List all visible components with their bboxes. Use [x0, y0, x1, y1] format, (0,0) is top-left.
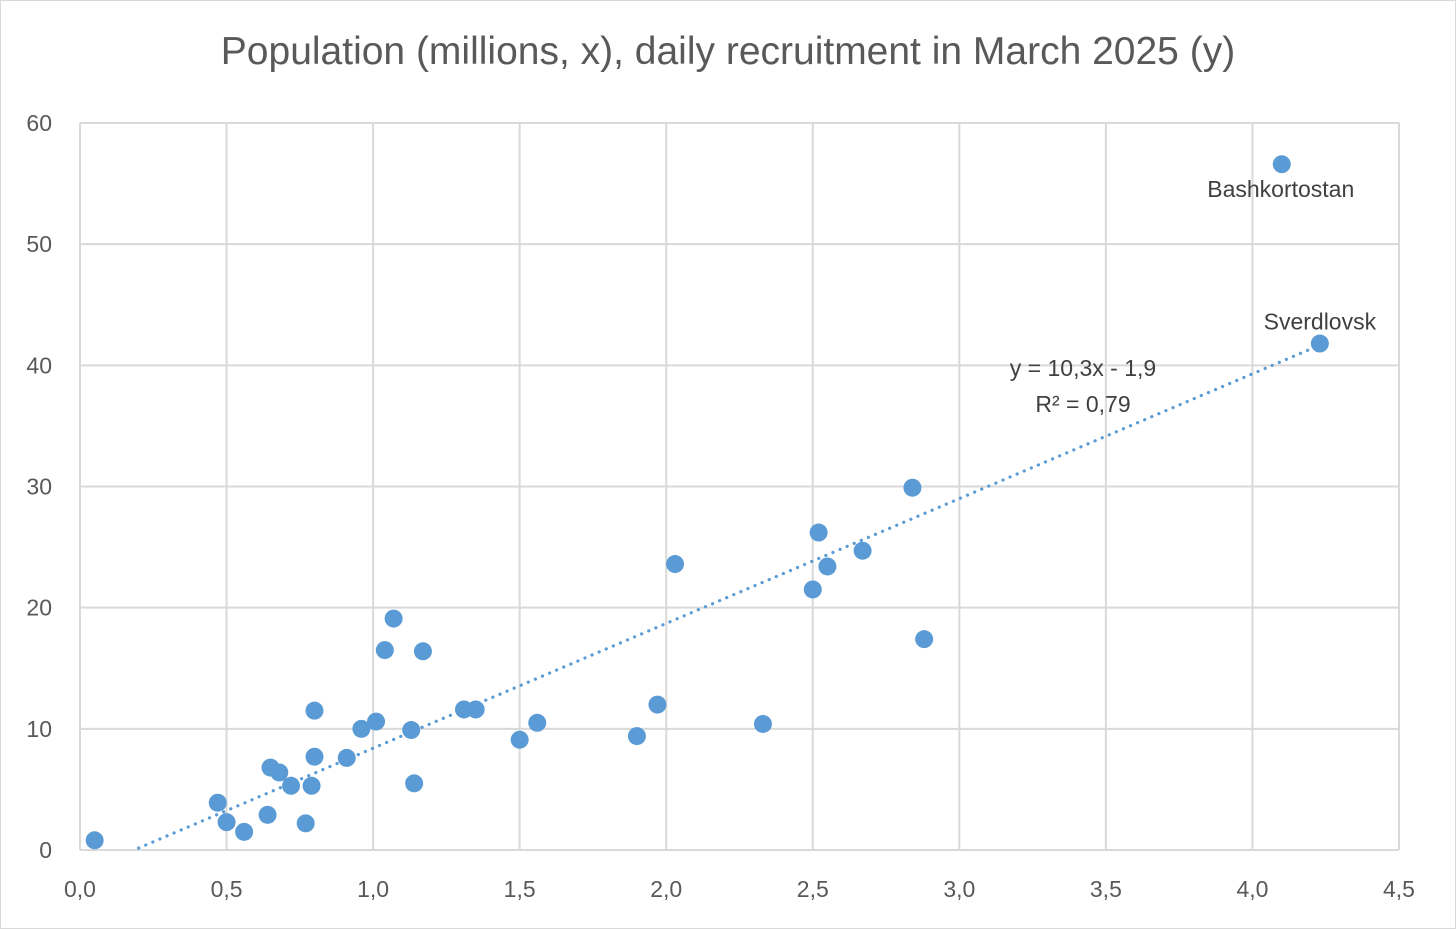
data-point: [367, 712, 386, 731]
data-point: [258, 805, 277, 824]
trendline-equation: y = 10,3x - 1,9: [1010, 355, 1156, 381]
data-point: [1272, 155, 1291, 174]
data-point: [337, 748, 356, 767]
data-point: [235, 822, 254, 841]
data-point: [375, 641, 394, 660]
trendline-r2: R² = 0,79: [1035, 391, 1130, 417]
x-tick-label: 0,5: [211, 876, 243, 902]
data-point: [85, 831, 104, 850]
data-point: [627, 727, 646, 746]
y-tick-label: 40: [26, 352, 52, 378]
x-tick-label: 4,5: [1383, 876, 1415, 902]
y-tick-label: 10: [26, 716, 52, 742]
y-tick-label: 30: [26, 474, 52, 500]
data-point: [384, 609, 403, 628]
x-tick-label: 1,0: [357, 876, 389, 902]
x-tick-label: 2,5: [797, 876, 829, 902]
data-point: [818, 557, 837, 576]
data-point: [413, 642, 432, 661]
data-point: [302, 776, 321, 795]
chart-title: Population (millions, x), daily recruitm…: [220, 30, 1236, 73]
data-point: [305, 747, 324, 766]
data-point: [282, 776, 301, 795]
data-point: [915, 630, 934, 649]
x-tick-label: 3,5: [1090, 876, 1122, 902]
data-point: [853, 541, 872, 560]
x-tick-label: 4,0: [1236, 876, 1268, 902]
x-tick-label: 1,5: [504, 876, 536, 902]
data-point: [666, 555, 685, 574]
data-point: [648, 695, 667, 714]
y-tick-label: 60: [26, 110, 52, 136]
data-point: [270, 763, 289, 782]
x-tick-label: 0,0: [64, 876, 96, 902]
data-point: [352, 719, 371, 738]
trendline-group: [137, 343, 1322, 850]
data-point: [1310, 334, 1329, 353]
x-tick-label: 2,0: [650, 876, 682, 902]
data-point: [402, 721, 421, 740]
data-point: [217, 813, 236, 832]
data-point: [405, 774, 424, 793]
point-label: Sverdlovsk: [1264, 309, 1377, 335]
y-tick-label: 0: [39, 837, 52, 863]
data-point: [803, 580, 822, 599]
data-point: [296, 814, 315, 833]
x-tick-label: 3,0: [943, 876, 975, 902]
trendline-annotation: y = 10,3x - 1,9 R² = 0,79: [1010, 355, 1156, 417]
y-tick-label: 20: [26, 595, 52, 621]
y-axis-ticks: 0 10 20 30 40 50 60: [26, 110, 52, 863]
y-tick-label: 50: [26, 231, 52, 257]
data-point: [528, 713, 547, 732]
data-point: [809, 523, 828, 542]
point-label: Bashkortostan: [1207, 176, 1354, 202]
data-point: [466, 700, 485, 719]
trendline: [137, 343, 1322, 850]
gridlines: [79, 122, 1400, 851]
data-point: [753, 714, 772, 733]
x-axis-ticks: 0,0 0,5 1,0 1,5 2,0 2,5 3,0 3,5 4,0 4,5: [64, 876, 1415, 902]
data-point: [208, 793, 227, 812]
data-point: [510, 730, 529, 749]
data-points: [85, 155, 1329, 850]
point-labels: Bashkortostan Sverdlovsk: [1207, 176, 1376, 334]
data-point: [305, 701, 324, 720]
data-point: [903, 478, 922, 497]
